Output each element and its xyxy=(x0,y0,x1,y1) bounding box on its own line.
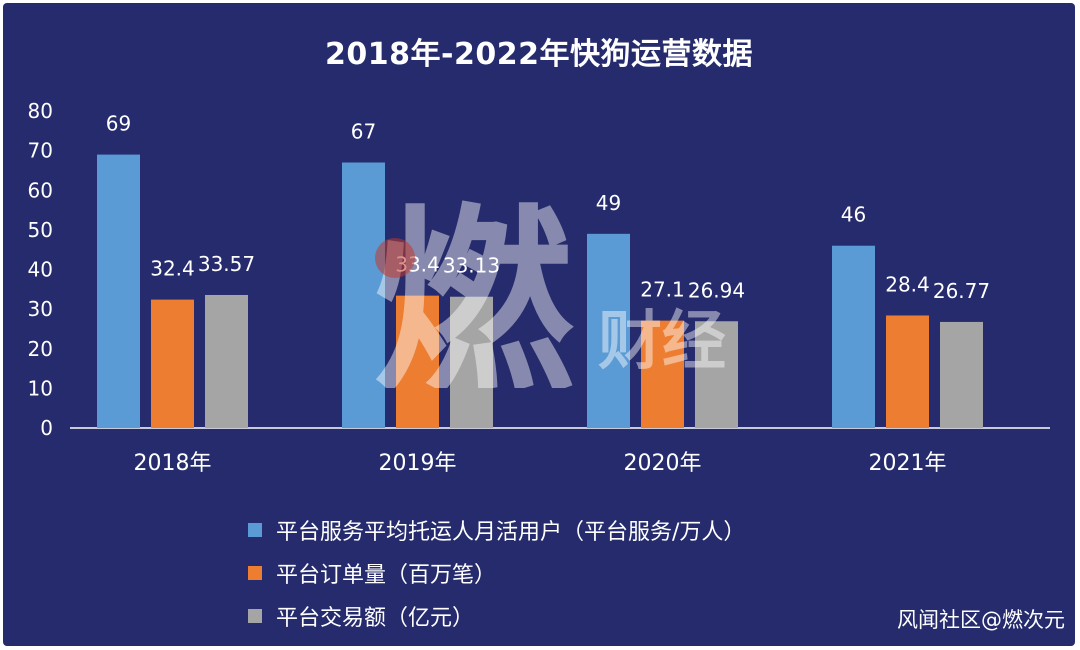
bar xyxy=(695,321,738,428)
bar xyxy=(151,299,194,428)
y-tick-label: 40 xyxy=(28,258,53,282)
legend-label-gmv: 平台交易额（亿元） xyxy=(276,605,475,631)
data-label: 67 xyxy=(351,120,376,144)
bar xyxy=(450,296,493,428)
y-tick-label: 60 xyxy=(28,178,53,202)
y-tick-label: 30 xyxy=(28,297,53,321)
source-credit: 风闻社区@燃次元 xyxy=(897,608,1065,632)
y-tick-label: 80 xyxy=(28,99,53,123)
legend-item-gmv: 平台交易额（亿元） xyxy=(248,594,745,637)
chart-legend: 平台服务平均托运人月活用户（平台服务/万人） 平台订单量（百万笔） 平台交易额（… xyxy=(248,508,745,637)
y-tick-label: 10 xyxy=(28,376,53,400)
data-label: 26.94 xyxy=(688,278,745,302)
chart-title: 2018年-2022年快狗运营数据 xyxy=(325,37,753,72)
bar xyxy=(342,162,385,428)
bar-chart: 0 10 20 30 40 50 60 70 80 69 32.4 33.57 2018年 67 33.4 3… xyxy=(28,99,1050,476)
x-tick-label: 2020年 xyxy=(624,451,702,476)
legend-swatch-gray xyxy=(248,608,262,623)
bar xyxy=(940,321,983,428)
data-label: 69 xyxy=(106,112,131,136)
x-tick-label: 2018年 xyxy=(134,451,212,476)
y-tick-label: 20 xyxy=(28,337,53,361)
y-tick-label: 70 xyxy=(28,139,53,163)
bar xyxy=(832,245,875,428)
data-label: 27.1 xyxy=(640,278,685,302)
legend-item-orders: 平台订单量（百万笔） xyxy=(248,551,745,594)
legend-swatch-orange xyxy=(248,565,262,580)
legend-label-users: 平台服务平均托运人月活用户（平台服务/万人） xyxy=(276,519,746,545)
bar xyxy=(205,294,248,428)
legend-label-orders: 平台订单量（百万笔） xyxy=(276,562,497,588)
x-tick-label: 2021年 xyxy=(869,451,947,476)
bar xyxy=(886,315,929,428)
data-label: 28.4 xyxy=(885,272,930,296)
legend-swatch-blue xyxy=(248,522,262,537)
data-label: 26.77 xyxy=(933,279,990,303)
bar xyxy=(641,320,684,428)
y-tick-label: 0 xyxy=(40,416,53,440)
data-label: 32.4 xyxy=(150,257,195,281)
data-label: 33.57 xyxy=(198,252,255,276)
bar xyxy=(587,233,630,428)
chart-frame: 2018年-2022年快狗运营数据 0 10 20 30 40 50 60 70 80 69 32.… xyxy=(3,3,1075,646)
data-label: 49 xyxy=(596,191,621,215)
data-label: 46 xyxy=(841,203,866,227)
data-label: 33.13 xyxy=(443,254,500,278)
bar xyxy=(97,154,140,428)
y-tick-label: 50 xyxy=(28,218,53,242)
x-tick-label: 2019年 xyxy=(379,451,457,476)
data-label: 33.4 xyxy=(395,253,440,277)
legend-item-users: 平台服务平均托运人月活用户（平台服务/万人） xyxy=(248,508,745,551)
bar xyxy=(396,295,439,428)
